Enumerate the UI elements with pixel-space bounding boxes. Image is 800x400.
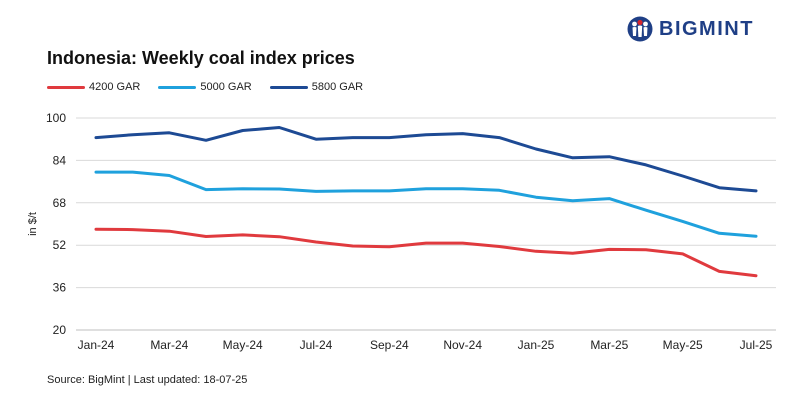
series-line-5800-gar — [94, 126, 758, 193]
x-tick-label: Mar-24 — [150, 338, 188, 352]
x-tick-label: Jul-24 — [300, 338, 333, 352]
legend-swatch — [158, 85, 197, 89]
chart-legend: 4200 GAR 5000 GAR 5800 GAR — [47, 81, 381, 93]
x-tick-label: Jan-24 — [78, 338, 115, 352]
bigmint-figures-icon — [627, 16, 653, 42]
legend-label: 5000 GAR — [200, 81, 252, 93]
chart-title: Indonesia: Weekly coal index prices — [47, 48, 355, 68]
legend-item-5000-gar: 5000 GAR — [158, 81, 252, 93]
x-tick-label: May-25 — [663, 338, 703, 352]
legend-label: 5800 GAR — [311, 81, 364, 93]
y-tick-label: 100 — [46, 111, 66, 125]
y-tick-label: 68 — [53, 196, 67, 210]
y-tick-label: 36 — [53, 281, 67, 295]
y-tick-label: 52 — [53, 238, 67, 252]
source-note: Source: BigMint | Last updated: 18-07-25 — [47, 374, 248, 386]
brand-name: BIGMINT — [659, 17, 754, 40]
legend-label: 4200 GAR — [89, 81, 141, 93]
series-line-5000-gar — [94, 170, 758, 238]
x-tick-label: Nov-24 — [443, 338, 482, 352]
legend-swatch — [269, 85, 308, 89]
y-axis-label: in $/t — [27, 212, 39, 236]
x-tick-label: Mar-25 — [590, 338, 628, 352]
series-line-4200-gar — [94, 227, 758, 278]
x-tick-label: Jan-25 — [518, 338, 555, 352]
x-tick-label: May-24 — [223, 338, 263, 352]
legend-swatch — [47, 85, 85, 89]
legend-item-4200-gar: 4200 GAR — [47, 81, 140, 93]
y-tick-label: 20 — [53, 323, 67, 337]
y-tick-label: 84 — [53, 153, 67, 167]
legend-item-5800-gar: 5800 GAR — [269, 81, 364, 93]
x-tick-label: Jul-25 — [740, 338, 773, 352]
brand-logo: BIGMINT — [627, 16, 754, 42]
x-tick-label: Sep-24 — [370, 338, 409, 352]
